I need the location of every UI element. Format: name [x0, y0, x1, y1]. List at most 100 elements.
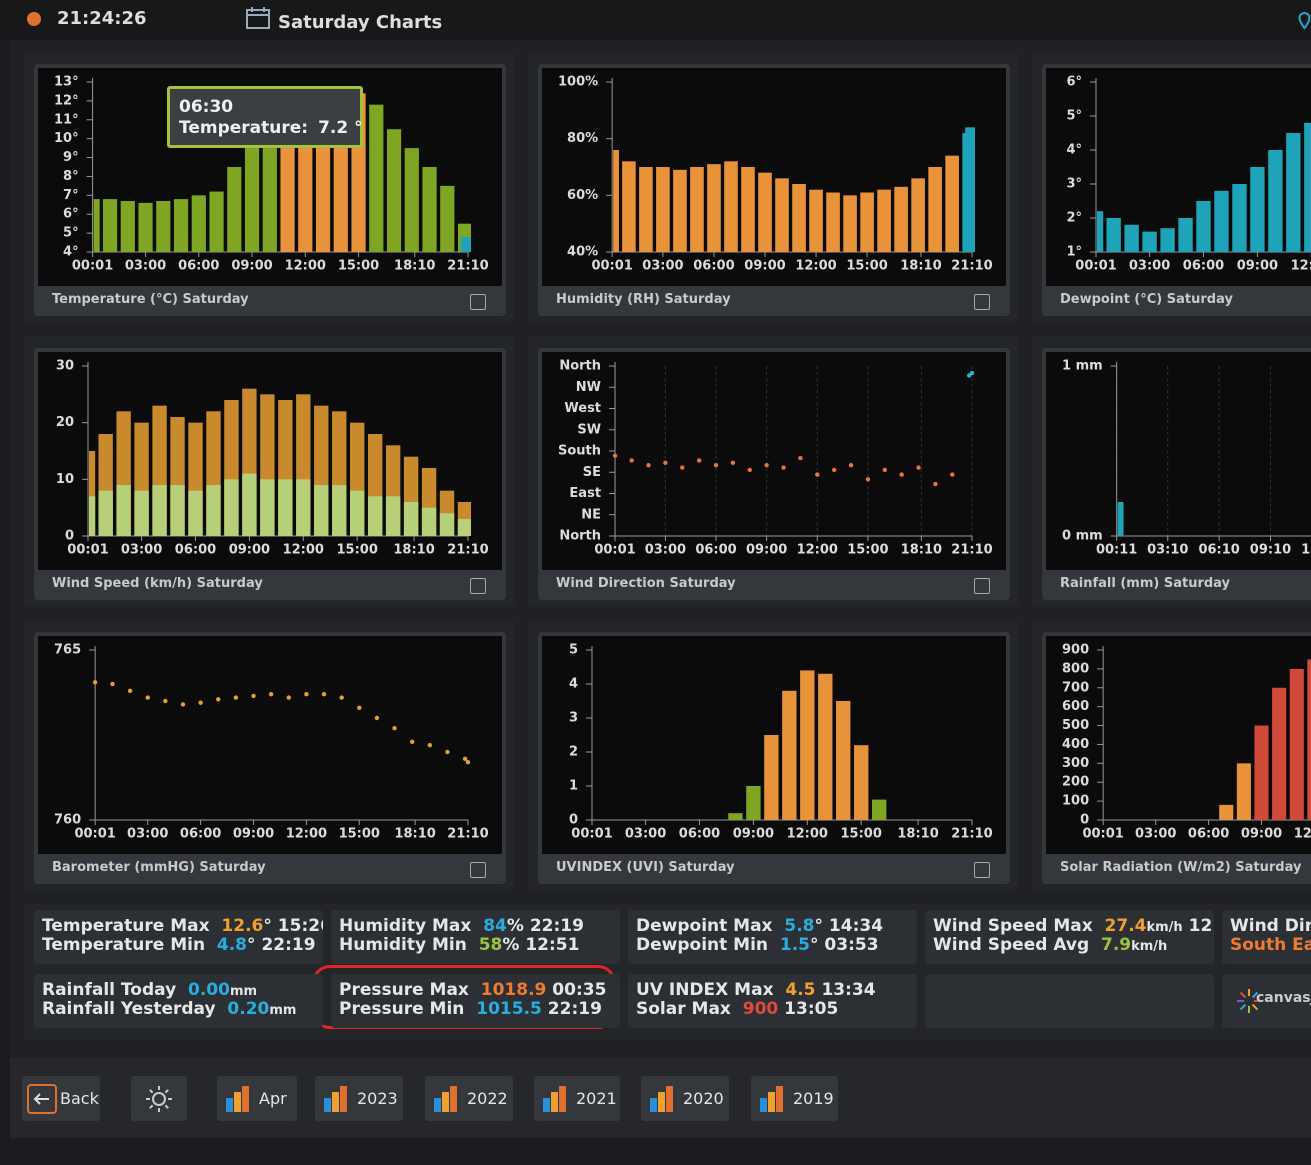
stat-label: Wind Direc: [1230, 916, 1311, 936]
expand-button[interactable]: [974, 294, 990, 310]
x-tick-label: 09:00: [744, 259, 785, 274]
bar: [809, 189, 823, 252]
nav-button[interactable]: 2021: [534, 1076, 620, 1121]
chart-icon: [324, 1086, 347, 1112]
expand-button[interactable]: [974, 578, 990, 594]
x-tick-label: 21:10: [951, 543, 992, 558]
stat-unit: %: [502, 935, 520, 955]
x-tick-label: 06:00: [679, 827, 720, 842]
nav-button[interactable]: Back: [22, 1076, 100, 1121]
theme-button[interactable]: [131, 1076, 187, 1121]
point: [969, 370, 975, 376]
bar: [1160, 228, 1175, 252]
bar: [134, 490, 149, 536]
expand-button[interactable]: [470, 294, 486, 310]
bar: [156, 201, 171, 252]
x-tick-label: 12:00: [1294, 827, 1311, 842]
x-tick-label: 06:00: [175, 543, 216, 558]
point: [663, 460, 668, 466]
chart-caption: Temperature (°C) Saturday: [52, 292, 249, 307]
expand-button[interactable]: [974, 862, 990, 878]
bar: [460, 236, 471, 252]
chart-frame: 0 mm 1 mm 00:11 03:10 06:10 09:10 12:10 Rainfal…: [1042, 348, 1311, 600]
stat-line: Rainfall Today 0.00mm: [42, 980, 257, 1000]
x-tick-label: 09:00: [733, 827, 774, 842]
y-tick-label: 700: [1062, 680, 1089, 695]
chart-card: 40% 60% 80% 100% 00:01 03:00 06:00 09:00 12:00 15…: [528, 52, 1019, 322]
bar: [314, 485, 329, 536]
nav-button[interactable]: 2019: [751, 1076, 838, 1121]
expand-button[interactable]: [470, 862, 486, 878]
stat-line: South Eas: [1230, 935, 1311, 955]
y-tick-label: 3: [569, 711, 578, 726]
bar: [1304, 122, 1311, 252]
stat-tile: canvasJ: [1222, 974, 1311, 1028]
bar: [385, 496, 401, 536]
bar: [1106, 218, 1121, 252]
point: [730, 460, 736, 466]
stat-value: 900: [742, 999, 779, 1019]
chart-frame: 0 100 200 300 400 500 600 700 800 900 00:01 03:00 06…: [1042, 632, 1311, 884]
y-tick-label: 0: [569, 813, 578, 828]
chart-plot: 40% 60% 80% 100% 00:01 03:00 06:00 09:00 12:00 15…: [542, 68, 1006, 286]
nav-button[interactable]: Apr: [217, 1076, 297, 1121]
sun-ray: [149, 1089, 154, 1094]
nav-button[interactable]: 2020: [641, 1076, 729, 1121]
x-tick-label: 09:00: [1237, 259, 1278, 274]
y-tick-label: 1 mm: [1062, 359, 1103, 374]
y-tick-label: 4: [569, 677, 578, 692]
location-icon[interactable]: [1298, 12, 1311, 30]
stat-time: 13:34: [821, 980, 876, 1000]
bar: [741, 167, 755, 252]
icon-bar: [234, 1092, 241, 1112]
point: [233, 695, 239, 700]
point: [747, 467, 752, 473]
bar: [89, 451, 96, 536]
tooltip-line: Temperature: 7.2 °: [179, 118, 363, 138]
x-tick-label: 00:01: [74, 827, 115, 842]
bar: [746, 786, 761, 820]
bar: [622, 161, 636, 252]
y-tick-label: 6°: [63, 207, 79, 222]
bar: [758, 172, 772, 252]
y-tick-label: 300: [1062, 756, 1089, 771]
stat-tile: Temperature Max 12.6° 15:26Temperature M…: [34, 910, 323, 964]
point: [110, 681, 115, 687]
nav-button[interactable]: 2022: [425, 1076, 513, 1121]
nav-button[interactable]: 2023: [315, 1076, 403, 1121]
y-tick-label: 8°: [63, 169, 79, 184]
stat-time: 13:05: [784, 999, 839, 1019]
x-tick-label: 09:00: [229, 543, 270, 558]
bar: [775, 178, 789, 252]
button-label: 2021: [576, 1089, 617, 1108]
x-tick-label: 06:00: [1188, 827, 1229, 842]
bar: [965, 127, 975, 252]
bar: [227, 167, 242, 252]
sun-ray: [164, 1104, 169, 1109]
stat-label: Temperature Min: [42, 935, 206, 955]
sun-ray: [149, 1104, 154, 1109]
x-tick-label: 06:10: [1198, 543, 1239, 558]
stat-label: Humidity Max: [339, 916, 472, 936]
chart-frame: 760 765 00:01 03:00 06:00 09:00 12:00 15:00 18:1…: [34, 632, 506, 884]
bar: [260, 479, 275, 536]
icon-bar: [760, 1098, 767, 1112]
point: [409, 739, 415, 744]
x-tick-label: 12:00: [285, 259, 326, 274]
stat-label: Pressure Min: [339, 999, 465, 1019]
x-tick-label: 12:00: [787, 827, 828, 842]
icon-bar: [442, 1092, 449, 1112]
x-tick-label: 06:00: [180, 827, 221, 842]
bar: [800, 670, 815, 820]
icon-bar: [332, 1092, 339, 1112]
bar: [191, 195, 206, 252]
chart-frame: 0 10 20 30 00:01 03:00 06:00 09:00 12:00 15:00 18:…: [34, 348, 506, 600]
expand-button[interactable]: [470, 578, 486, 594]
bar: [98, 490, 113, 536]
x-tick-label: 15:00: [841, 827, 882, 842]
point: [374, 715, 380, 721]
bar: [188, 490, 203, 536]
chart-card: 1° 2° 3° 4° 5° 6° 00:01 03:00 06:00 09:00 12:00 Dew…: [1032, 52, 1311, 322]
button-label: 2020: [683, 1089, 724, 1108]
